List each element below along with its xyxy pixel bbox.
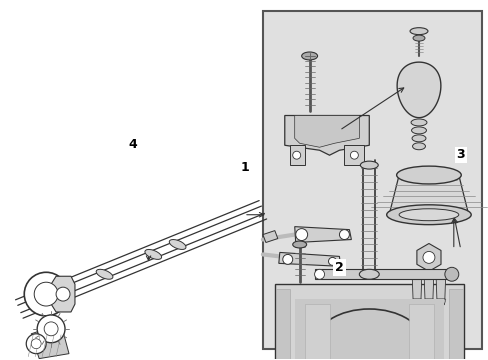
Ellipse shape — [359, 269, 379, 279]
Polygon shape — [408, 304, 433, 360]
Polygon shape — [278, 252, 340, 266]
Circle shape — [339, 230, 349, 239]
Polygon shape — [289, 145, 304, 165]
Polygon shape — [411, 271, 421, 299]
Circle shape — [292, 151, 300, 159]
Polygon shape — [284, 116, 368, 155]
Polygon shape — [275, 289, 289, 360]
Polygon shape — [442, 299, 445, 305]
Ellipse shape — [386, 205, 470, 225]
Polygon shape — [415, 299, 418, 305]
Ellipse shape — [411, 127, 426, 134]
Bar — [263, 11, 481, 349]
Polygon shape — [51, 276, 75, 312]
Polygon shape — [439, 299, 442, 305]
Polygon shape — [436, 299, 439, 305]
Ellipse shape — [360, 161, 377, 169]
Polygon shape — [416, 243, 440, 271]
Polygon shape — [314, 269, 453, 279]
Polygon shape — [423, 271, 433, 299]
Polygon shape — [294, 116, 359, 147]
Circle shape — [295, 229, 307, 240]
Ellipse shape — [412, 143, 425, 150]
Circle shape — [56, 287, 70, 301]
Ellipse shape — [412, 35, 424, 41]
Ellipse shape — [411, 135, 425, 142]
Ellipse shape — [398, 209, 458, 221]
Text: 1: 1 — [240, 161, 248, 174]
Circle shape — [31, 339, 41, 349]
Polygon shape — [294, 227, 351, 243]
Polygon shape — [274, 284, 463, 360]
Circle shape — [328, 257, 336, 265]
Circle shape — [44, 322, 58, 336]
Polygon shape — [427, 299, 430, 305]
Polygon shape — [418, 299, 421, 305]
Polygon shape — [304, 304, 329, 360]
Polygon shape — [448, 289, 462, 360]
Circle shape — [314, 269, 324, 279]
Polygon shape — [263, 231, 277, 243]
Polygon shape — [435, 271, 445, 299]
Polygon shape — [344, 145, 364, 165]
Circle shape — [34, 282, 58, 306]
Polygon shape — [294, 299, 443, 360]
Polygon shape — [96, 269, 113, 279]
Text: 4: 4 — [128, 138, 137, 151]
Circle shape — [444, 267, 458, 281]
Circle shape — [37, 315, 65, 343]
Text: 3: 3 — [456, 148, 464, 162]
Ellipse shape — [409, 28, 427, 35]
Circle shape — [350, 151, 358, 159]
Ellipse shape — [410, 119, 426, 126]
Ellipse shape — [301, 52, 317, 60]
Polygon shape — [31, 324, 69, 359]
Circle shape — [282, 255, 292, 264]
Polygon shape — [412, 299, 415, 305]
Polygon shape — [144, 249, 161, 259]
Polygon shape — [424, 299, 427, 305]
Polygon shape — [430, 299, 433, 305]
Circle shape — [24, 272, 68, 316]
Polygon shape — [388, 175, 468, 215]
Circle shape — [26, 334, 46, 354]
Ellipse shape — [396, 166, 460, 184]
Ellipse shape — [292, 241, 306, 248]
Polygon shape — [169, 239, 185, 249]
Text: 2: 2 — [334, 261, 343, 274]
Polygon shape — [396, 62, 440, 118]
Circle shape — [422, 251, 434, 264]
